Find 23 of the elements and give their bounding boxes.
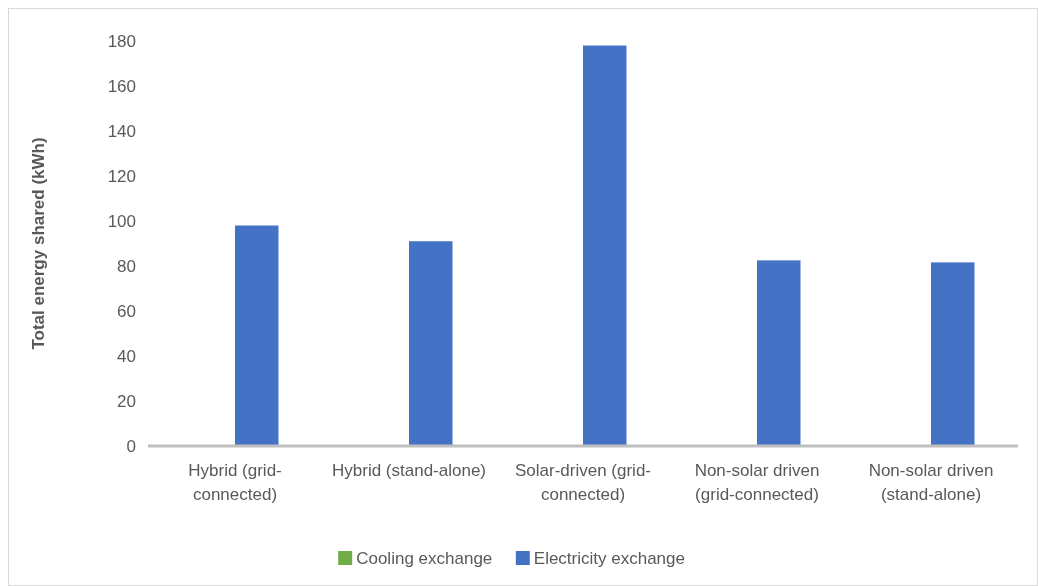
x-tick-label: Solar-driven (grid-connected) — [514, 461, 652, 504]
x-tick-label: Non-solar driven (grid-connected) — [694, 461, 820, 504]
y-tick-label: 140 — [107, 121, 136, 141]
y-axis-title: Total energy shared (kWh) — [29, 137, 48, 350]
bar — [757, 260, 801, 446]
y-tick-label: 40 — [117, 346, 136, 366]
y-tick-label: 80 — [117, 256, 136, 276]
x-tick-label: Hybrid (stand-alone) — [331, 461, 487, 480]
bar — [583, 45, 627, 446]
y-tick-label: 20 — [117, 391, 136, 411]
legend-label: Cooling exchange — [356, 548, 493, 568]
x-tick-label: Non-solar driven (stand-alone) — [868, 461, 994, 504]
y-tick-label: 100 — [107, 211, 136, 231]
y-tick-label: 120 — [107, 166, 136, 186]
x-tick-label: Hybrid (grid-connected) — [188, 461, 282, 504]
y-tick-label: 0 — [126, 436, 136, 456]
legend-label: Electricity exchange — [533, 548, 685, 568]
bar — [931, 262, 975, 446]
y-tick-label: 60 — [117, 301, 136, 321]
y-tick-label: 160 — [107, 76, 136, 96]
bar — [235, 225, 279, 446]
bar — [409, 241, 453, 446]
y-tick-label: 180 — [107, 31, 136, 51]
